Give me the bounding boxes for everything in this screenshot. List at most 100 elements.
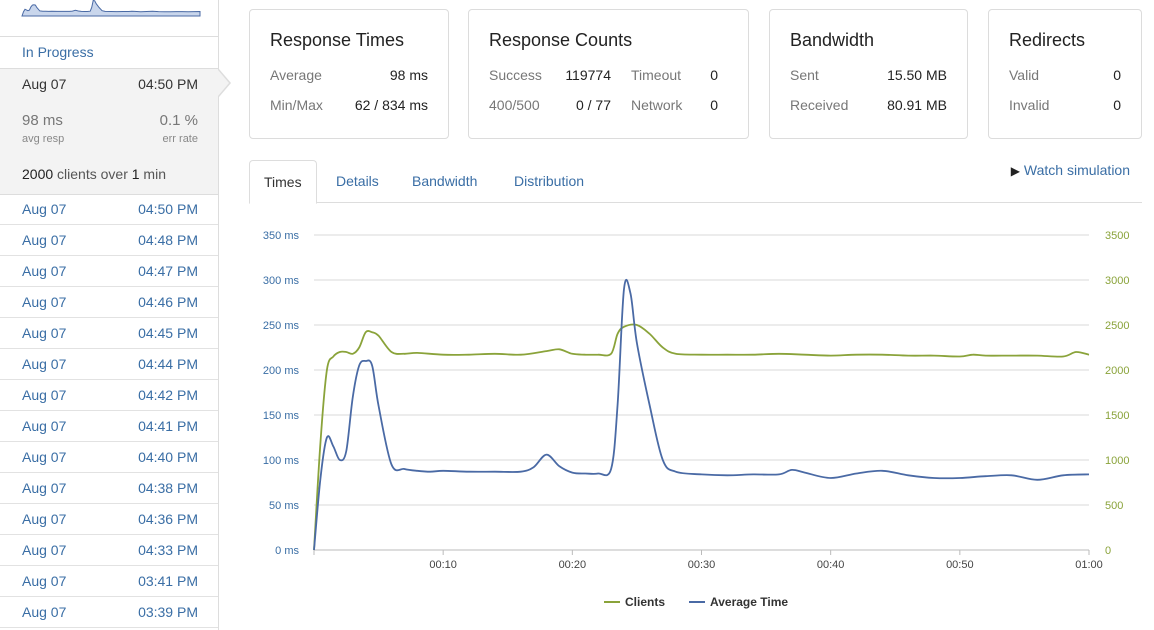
run-date: Aug 07 — [22, 263, 67, 279]
timeout-label: Timeout — [631, 67, 682, 83]
left-tick-label: 150 ms — [263, 410, 300, 422]
run-date: Aug 07 — [22, 232, 67, 248]
err-count-label: 400/500 — [489, 97, 540, 113]
tab-details[interactable]: Details — [336, 173, 379, 189]
run-list-item[interactable]: Aug 07 04:47 PM — [0, 256, 218, 287]
run-date: Aug 07 — [22, 356, 67, 372]
run-date: Aug 07 — [22, 449, 67, 465]
run-list-item[interactable]: Aug 07 04:38 PM — [0, 473, 218, 504]
err-rate-label: err rate — [162, 133, 198, 145]
in-progress-link[interactable]: In Progress — [22, 44, 94, 60]
left-tick-label: 50 ms — [269, 500, 299, 512]
average-value: 98 ms — [389, 67, 428, 83]
x-tick-label: 00:20 — [559, 559, 587, 571]
average-label: Average — [270, 67, 322, 83]
run-list-item[interactable]: Aug 07 04:36 PM — [0, 504, 218, 535]
response-times-card: Response Times Average 98 ms Min/Max 62 … — [249, 9, 449, 139]
right-tick-label: 3000 — [1105, 275, 1129, 287]
run-time: 04:48 PM — [138, 232, 198, 248]
run-list-item[interactable]: Aug 07 04:50 PM — [0, 194, 218, 225]
run-time: 04:42 PM — [138, 387, 198, 403]
avg-resp-label: avg resp — [22, 133, 65, 145]
network-value: 0 — [710, 97, 718, 113]
sparkline-chart — [0, 0, 218, 37]
run-list-item[interactable]: Aug 07 04:41 PM — [0, 411, 218, 442]
run-date: Aug 07 — [22, 294, 67, 310]
clients-series-line — [313, 323, 1090, 551]
run-list-item[interactable]: Aug 07 04:33 PM — [0, 535, 218, 566]
run-time: 03:39 PM — [138, 604, 198, 620]
right-tick-label: 0 — [1105, 545, 1111, 557]
x-tick-label: 00:50 — [946, 559, 974, 571]
x-tick-label: 00:10 — [429, 559, 457, 571]
response-counts-title: Response Counts — [489, 30, 633, 50]
run-list-item[interactable]: Aug 07 04:40 PM — [0, 442, 218, 473]
right-tick-label: 2500 — [1105, 320, 1129, 332]
right-axis: 0 500 1000 1500 2000 2500 3000 3500 — [1105, 230, 1129, 557]
minmax-label: Min/Max — [270, 97, 323, 113]
run-list-item[interactable]: Aug 07 04:46 PM — [0, 287, 218, 318]
chart-legend: Clients Average Time — [604, 595, 788, 609]
run-time: 04:44 PM — [138, 356, 198, 372]
minmax-value: 62 / 834 ms — [354, 97, 428, 113]
play-icon: ▶ — [1010, 164, 1020, 178]
response-counts-card: Response Counts Success 119774 Timeout 0… — [468, 9, 749, 139]
run-list-item[interactable]: Aug 07 04:44 PM — [0, 349, 218, 380]
received-label: Received — [790, 97, 849, 113]
current-run-item[interactable]: Aug 07 04:50 PM 98 ms avg resp 0.1 % err… — [0, 68, 231, 195]
run-time: 04:38 PM — [138, 480, 198, 496]
response-times-title: Response Times — [270, 30, 405, 50]
tab-distribution[interactable]: Distribution — [514, 173, 585, 189]
response-times-chart: 0 ms 50 ms 100 ms 150 ms 200 ms 250 ms 300 ms 3… — [263, 230, 1130, 609]
avg-resp-value: 98 ms — [22, 112, 63, 129]
run-date: Aug 07 — [22, 542, 67, 558]
run-time: 04:47 PM — [138, 263, 198, 279]
run-date: Aug 07 — [22, 387, 67, 403]
run-history-sidebar: In Progress Aug 07 04:50 PM 98 ms avg re… — [0, 0, 231, 630]
network-label: Network — [631, 97, 683, 113]
current-run-date: Aug 07 — [22, 76, 67, 92]
selected-arrow-fill — [218, 70, 229, 96]
run-list-item[interactable]: Aug 07 04:48 PM — [0, 225, 218, 256]
bandwidth-card: Bandwidth Sent 15.50 MB Received 80.91 M… — [769, 9, 968, 139]
run-list-item[interactable]: Aug 07 04:45 PM — [0, 318, 218, 349]
invalid-value: 0 — [1113, 97, 1121, 113]
legend-average-time-label: Average Time — [710, 595, 788, 609]
x-tick-label: 01:00 — [1075, 559, 1103, 571]
run-list-item[interactable]: Aug 07 04:42 PM — [0, 380, 218, 411]
left-tick-label: 250 ms — [263, 320, 300, 332]
tab-bandwidth[interactable]: Bandwidth — [412, 173, 478, 189]
left-tick-label: 0 ms — [275, 545, 299, 557]
watch-simulation-link[interactable]: ▶ Watch simulation — [1011, 162, 1130, 178]
run-time: 04:41 PM — [138, 418, 198, 434]
run-date: Aug 07 — [22, 418, 67, 434]
right-tick-label: 2000 — [1105, 365, 1129, 377]
run-list-item[interactable]: Aug 07 03:39 PM — [0, 597, 218, 628]
run-date: Aug 07 — [22, 573, 67, 589]
received-value: 80.91 MB — [887, 97, 947, 113]
left-axis: 0 ms 50 ms 100 ms 150 ms 200 ms 250 ms 300 ms 3… — [263, 230, 300, 557]
run-time: 03:41 PM — [138, 573, 198, 589]
clients-summary: 2000 clients over 1 min — [22, 166, 166, 182]
err-count-value: 0 / 77 — [575, 97, 611, 113]
sent-label: Sent — [790, 67, 819, 83]
tab-times[interactable]: Times — [249, 160, 317, 204]
success-value: 119774 — [565, 67, 611, 83]
run-date: Aug 07 — [22, 325, 67, 341]
run-date: Aug 07 — [22, 480, 67, 496]
x-tick-label: 00:30 — [688, 559, 716, 571]
sent-value: 15.50 MB — [887, 67, 947, 83]
right-tick-label: 500 — [1105, 500, 1123, 512]
chart-tabs: Times Details Bandwidth Distribution ▶ Wa… — [249, 160, 1142, 204]
run-list-item[interactable]: Aug 07 03:41 PM — [0, 566, 218, 597]
run-time: 04:45 PM — [138, 325, 198, 341]
valid-value: 0 — [1113, 67, 1121, 83]
left-tick-label: 350 ms — [263, 230, 300, 242]
invalid-label: Invalid — [1009, 97, 1050, 113]
right-tick-label: 1500 — [1105, 410, 1129, 422]
duration-unit: min — [139, 166, 166, 182]
valid-label: Valid — [1009, 67, 1040, 83]
run-time: 04:33 PM — [138, 542, 198, 558]
chart-grid — [314, 234, 1089, 551]
run-list: Aug 07 04:50 PM Aug 07 04:48 PM Aug 07 04:47 … — [0, 194, 218, 628]
